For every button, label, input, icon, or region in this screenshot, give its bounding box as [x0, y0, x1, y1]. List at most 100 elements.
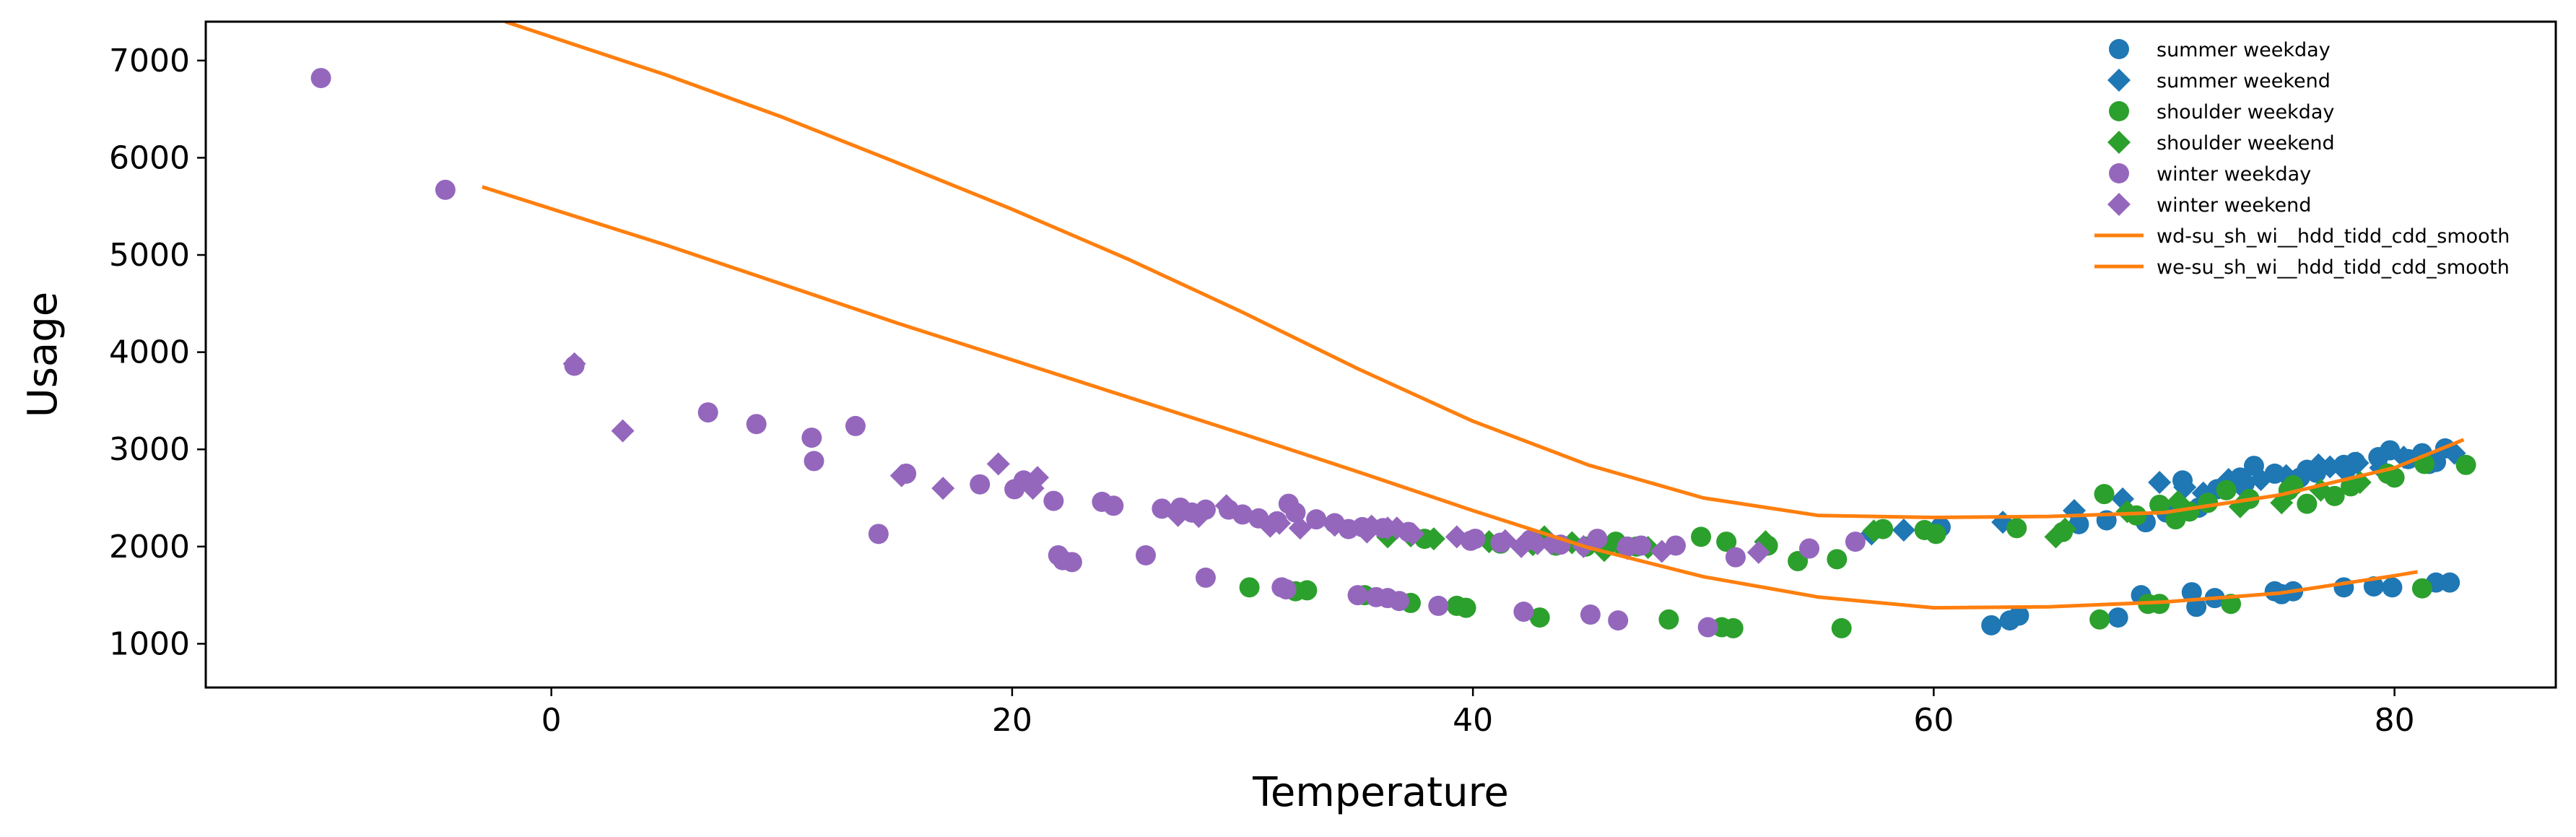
- data-point: [1981, 615, 2002, 636]
- y-axis-ticks: 1000 2000 3000 4000 5000 6000 7000: [109, 43, 206, 662]
- data-point: [1862, 519, 1886, 543]
- data-point: [2411, 578, 2432, 599]
- data-point: [801, 428, 822, 448]
- x-tick-label: 0: [541, 702, 562, 739]
- fit-line: [482, 185, 2418, 610]
- data-point: [931, 477, 955, 500]
- data-point: [1725, 547, 1746, 568]
- legend-item: we-su_sh_wi__hdd_tidd_cdd_smooth: [2094, 256, 2510, 279]
- data-point: [1136, 545, 1156, 565]
- legend-label: shoulder weekday: [2157, 101, 2334, 123]
- x-tick-label: 80: [2375, 702, 2415, 739]
- data-point: [2115, 500, 2139, 524]
- legend-label: winter weekend: [2157, 194, 2311, 217]
- data-point: [1306, 509, 1327, 530]
- data-point: [1166, 503, 1190, 527]
- data-point: [2198, 493, 2219, 513]
- data-point: [1422, 527, 1445, 551]
- data-point: [1187, 505, 1211, 529]
- data-point: [1716, 532, 1737, 552]
- data-point: [1239, 577, 1260, 598]
- data-point: [2053, 517, 2077, 541]
- data-point: [2089, 609, 2110, 630]
- data-point: [1385, 516, 1409, 540]
- data-point: [697, 402, 718, 423]
- data-point: [1650, 539, 1674, 563]
- data-point: [2148, 470, 2172, 494]
- data-point: [1510, 534, 1533, 558]
- data-point: [2216, 480, 2237, 500]
- legend-label: summer weekday: [2157, 39, 2331, 61]
- data-point: [1103, 495, 1124, 516]
- data-point: [1526, 532, 1549, 555]
- data-point: [1428, 595, 1449, 616]
- data-point: [2094, 484, 2115, 505]
- data-point: [2166, 490, 2190, 513]
- y-tick-label: 3000: [109, 431, 190, 468]
- data-point: [2009, 605, 2029, 626]
- data-point: [1347, 585, 1368, 606]
- y-tick-label: 2000: [109, 529, 190, 565]
- data-point: [2149, 494, 2170, 515]
- data-point: [2107, 607, 2128, 628]
- data-point: [2333, 577, 2354, 598]
- data-point: [845, 415, 866, 436]
- data-point: [2297, 493, 2318, 514]
- legend-marker: [2107, 131, 2131, 154]
- legend-marker: [2109, 163, 2129, 183]
- data-point: [611, 419, 635, 443]
- legend-marker: [2109, 39, 2129, 59]
- legend-label: winter weekday: [2157, 163, 2311, 186]
- data-point: [868, 524, 889, 545]
- data-point: [2440, 572, 2460, 593]
- data-point: [1691, 526, 1712, 547]
- data-point: [2382, 577, 2403, 598]
- data-point: [1723, 617, 1744, 638]
- data-point: [804, 451, 824, 472]
- data-point: [2318, 455, 2342, 479]
- data-point: [986, 452, 1010, 476]
- data-point: [1061, 552, 1082, 573]
- legend-item: winter weekend: [2107, 193, 2311, 217]
- legend-label: we-su_sh_wi__hdd_tidd_cdd_smooth: [2157, 256, 2510, 279]
- data-point: [1892, 518, 1915, 542]
- legend-label: shoulder weekend: [2157, 132, 2335, 155]
- x-axis-label: Temperature: [1252, 769, 1509, 816]
- data-point: [1195, 567, 1216, 588]
- y-tick-label: 7000: [109, 43, 190, 79]
- data-point: [1288, 516, 1312, 540]
- data-point: [1297, 580, 1318, 601]
- y-tick-label: 4000: [109, 334, 190, 371]
- data-point: [746, 414, 767, 435]
- data-point: [2006, 518, 2027, 539]
- data-point: [1276, 579, 1297, 600]
- data-point: [1258, 514, 1282, 538]
- data-point: [1658, 609, 1679, 630]
- data-point: [1323, 513, 1346, 537]
- data-point: [1608, 610, 1629, 631]
- legend-item: winter weekday: [2109, 163, 2311, 186]
- data-point: [970, 474, 991, 495]
- data-point: [1529, 607, 1550, 628]
- data-point: [1831, 617, 1852, 638]
- data-point: [1389, 591, 1410, 612]
- data-point: [2346, 451, 2370, 475]
- legend-marker: [2107, 69, 2131, 92]
- data-point: [1232, 504, 1253, 525]
- data-point: [1746, 540, 1770, 564]
- x-tick-label: 60: [1913, 702, 1954, 739]
- data-point: [2249, 467, 2273, 491]
- data-point: [1697, 617, 1718, 638]
- data-point: [1152, 498, 1172, 519]
- data-point: [1845, 532, 1866, 552]
- data-point: [2186, 597, 2207, 617]
- legend-item: shoulder weekday: [2109, 101, 2334, 123]
- data-point: [310, 68, 331, 89]
- legend-marker: [2107, 193, 2131, 216]
- data-point: [1799, 538, 1820, 559]
- data-point: [1355, 520, 1379, 544]
- data-point: [889, 464, 913, 487]
- axes-frame: [204, 20, 2557, 689]
